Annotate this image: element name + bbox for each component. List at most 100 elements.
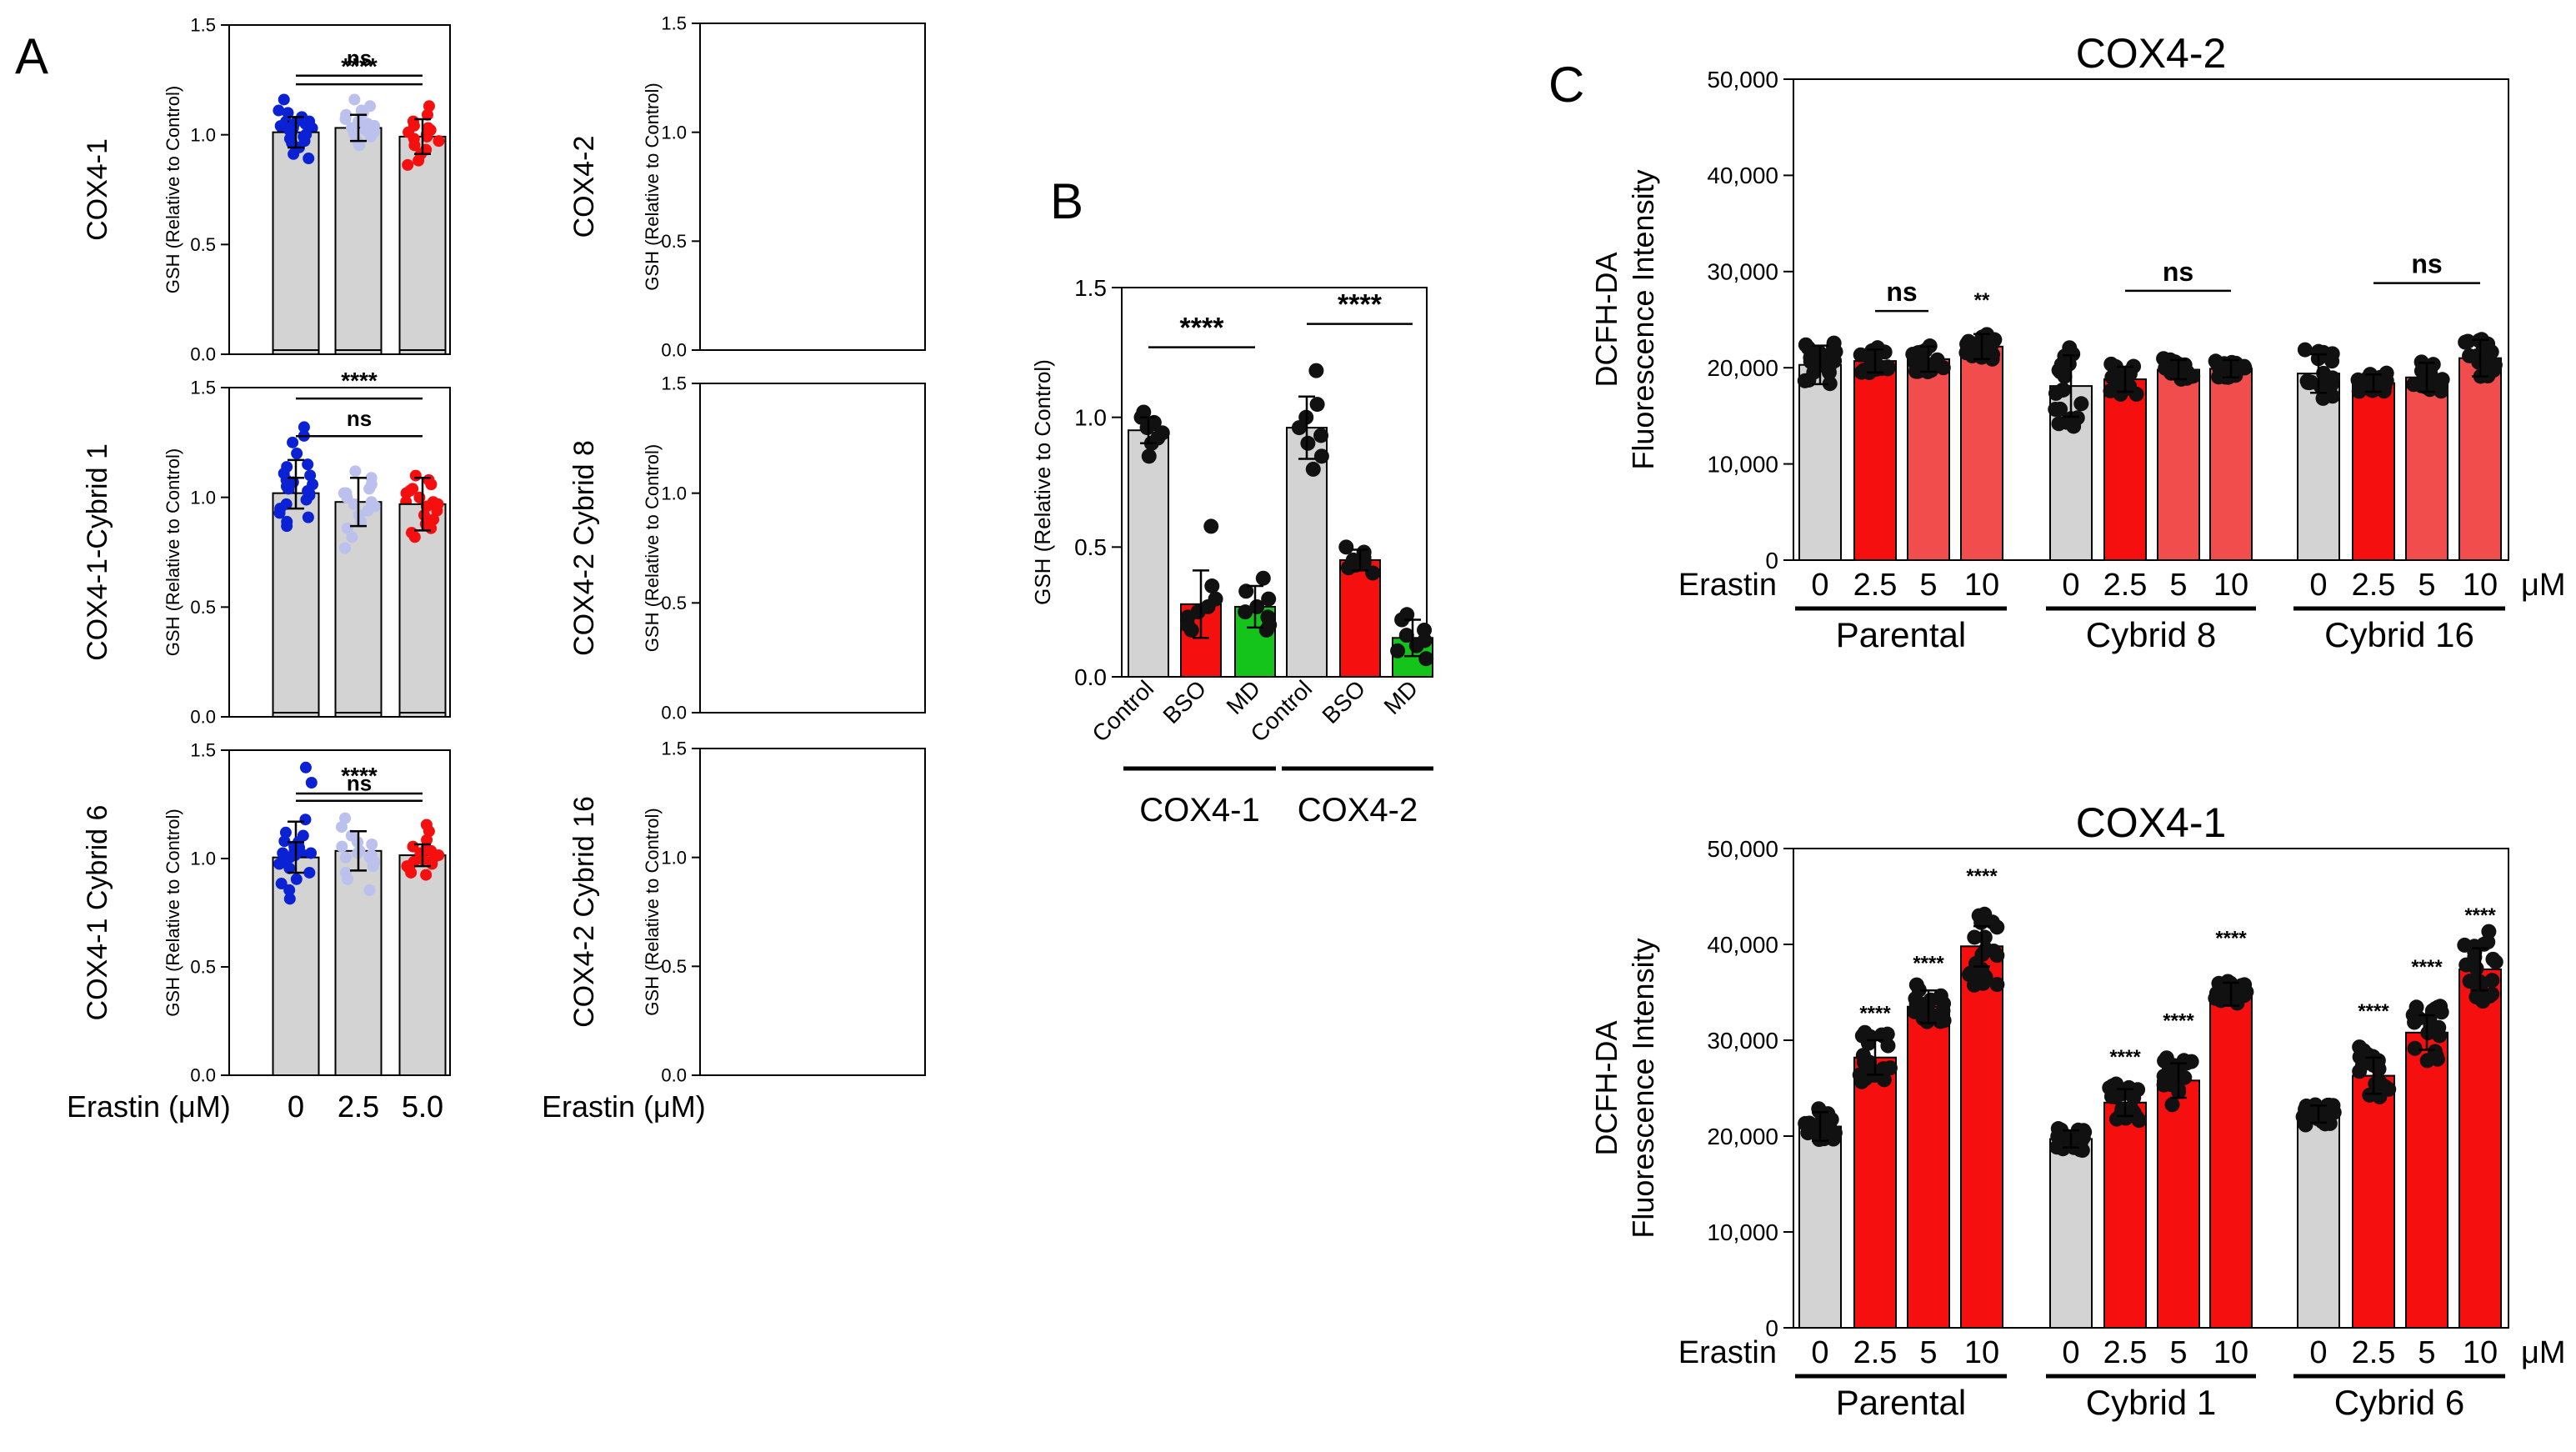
bar — [272, 856, 320, 1076]
data-point — [2314, 377, 2330, 393]
bar — [1286, 427, 1328, 678]
data-point — [421, 130, 433, 143]
data-point — [349, 465, 362, 478]
data-point — [2430, 373, 2446, 388]
chart-a6: 0.0 0.5 1.0 1.5 GSH (Relative to Control) COX… — [272, 739, 926, 1124]
data-point — [1822, 376, 1838, 392]
chart-title: COX4-1 Cybrid 6 — [82, 805, 113, 1021]
bar — [398, 854, 447, 1076]
data-point — [287, 436, 299, 448]
y-tick-label: 1.5 — [661, 739, 687, 759]
y-tick-label: 50,000 — [1707, 836, 1778, 862]
y-axis-label: GSH (Relative to Control) — [163, 448, 183, 656]
x-tick-label: 2.5 — [338, 1089, 379, 1124]
data-point — [1305, 461, 1321, 477]
data-point — [2372, 369, 2388, 385]
data-point — [2351, 383, 2367, 398]
x-axis-unit: μM — [2521, 1335, 2566, 1370]
chart-title: COX4-1 — [82, 138, 113, 241]
data-point — [1989, 919, 2005, 935]
y-tick-label: 20,000 — [1707, 355, 1778, 381]
significance-label: ns — [2411, 249, 2442, 279]
data-point — [2213, 993, 2229, 1009]
data-point — [305, 777, 318, 789]
bar — [398, 503, 447, 713]
data-point — [2050, 1121, 2066, 1137]
data-point — [408, 531, 421, 543]
significance-label: **** — [2109, 1046, 2141, 1069]
data-point — [302, 511, 314, 523]
data-point — [2407, 1040, 2423, 1056]
data-point — [283, 862, 296, 874]
y-tick-label: 0.5 — [661, 956, 687, 977]
data-point — [1862, 1054, 1878, 1070]
data-point — [1918, 343, 1933, 358]
x-tick-label: 2.5 — [2352, 568, 2396, 603]
data-point — [1258, 622, 1274, 638]
bar — [2458, 968, 2502, 1329]
bar — [2209, 993, 2253, 1329]
x-tick-label: MD — [1222, 675, 1266, 719]
bar — [2157, 368, 2200, 561]
data-point — [2476, 353, 2492, 369]
data-point — [1249, 598, 1265, 614]
data-point — [277, 847, 289, 859]
data-point — [2073, 396, 2089, 412]
x-tick-label: 5 — [2418, 1335, 2435, 1370]
data-point — [1141, 448, 1157, 464]
y-tick-label: 0.0 — [661, 703, 687, 723]
chart-a4: 0.0 0.5 1.0 1.5 GSH (Relative to Control) COX… — [272, 13, 926, 361]
x-tick-label: 5 — [2169, 1335, 2187, 1370]
significance-label: **** — [341, 763, 378, 789]
data-point — [1204, 578, 1220, 594]
y-axis-label: GSH (Relative to Control) — [1030, 359, 1055, 605]
y-tick-label: 10,000 — [1707, 451, 1778, 477]
data-point — [1291, 420, 1307, 436]
data-point — [2128, 1109, 2144, 1124]
data-point — [1408, 638, 1424, 653]
x-tick-label: 2.5 — [1853, 1335, 1898, 1370]
y-axis-label: Fluorescence Intensity — [1626, 169, 1660, 469]
y-tick-label: 1.0 — [190, 849, 216, 869]
y-tick-label: 30,000 — [1707, 259, 1778, 285]
group-label: Cybrid 8 — [2086, 615, 2216, 654]
y-tick-label: 1.5 — [1074, 275, 1107, 301]
data-point — [1183, 622, 1199, 638]
data-point — [278, 835, 291, 848]
y-tick-label: 1.5 — [190, 15, 216, 36]
significance-label: **** — [2464, 904, 2496, 927]
data-point — [2321, 1097, 2337, 1113]
y-tick-label: 0.0 — [190, 707, 216, 728]
data-point — [2055, 382, 2071, 398]
x-tick-label: 0 — [288, 1089, 304, 1124]
data-point — [1876, 1072, 1892, 1088]
plot-frame — [1793, 78, 2509, 561]
data-point — [291, 448, 303, 459]
bar — [2209, 368, 2253, 561]
chart-title: COX4-1 — [2076, 799, 2227, 846]
data-point — [1922, 358, 1938, 373]
data-point — [1418, 651, 1434, 667]
data-point — [405, 866, 418, 879]
data-point — [2159, 353, 2175, 369]
y-tick-label: 1.0 — [661, 122, 687, 143]
data-point — [303, 153, 315, 165]
y-tick-label: 0.0 — [661, 1065, 687, 1086]
x-tick-label: 2.5 — [338, 1089, 379, 1124]
y-tick-label: 0.0 — [190, 1065, 216, 1086]
data-point — [1203, 518, 1219, 534]
data-point — [1338, 539, 1354, 555]
data-point — [2433, 999, 2448, 1014]
data-point — [298, 421, 310, 433]
data-point — [279, 826, 292, 839]
data-point — [421, 108, 433, 121]
data-point — [2480, 336, 2496, 352]
chart-a3: 0.0 0.5 1.0 1.5 GSH (Relative to Control) COX… — [82, 740, 451, 1124]
data-point — [2103, 1089, 2119, 1104]
bar — [398, 135, 447, 351]
data-point — [342, 873, 354, 885]
y-tick-label: 0 — [1765, 1315, 1778, 1341]
significance-label: **** — [2215, 928, 2247, 950]
x-tick-label: 10 — [1964, 568, 1999, 603]
data-point — [418, 509, 430, 521]
